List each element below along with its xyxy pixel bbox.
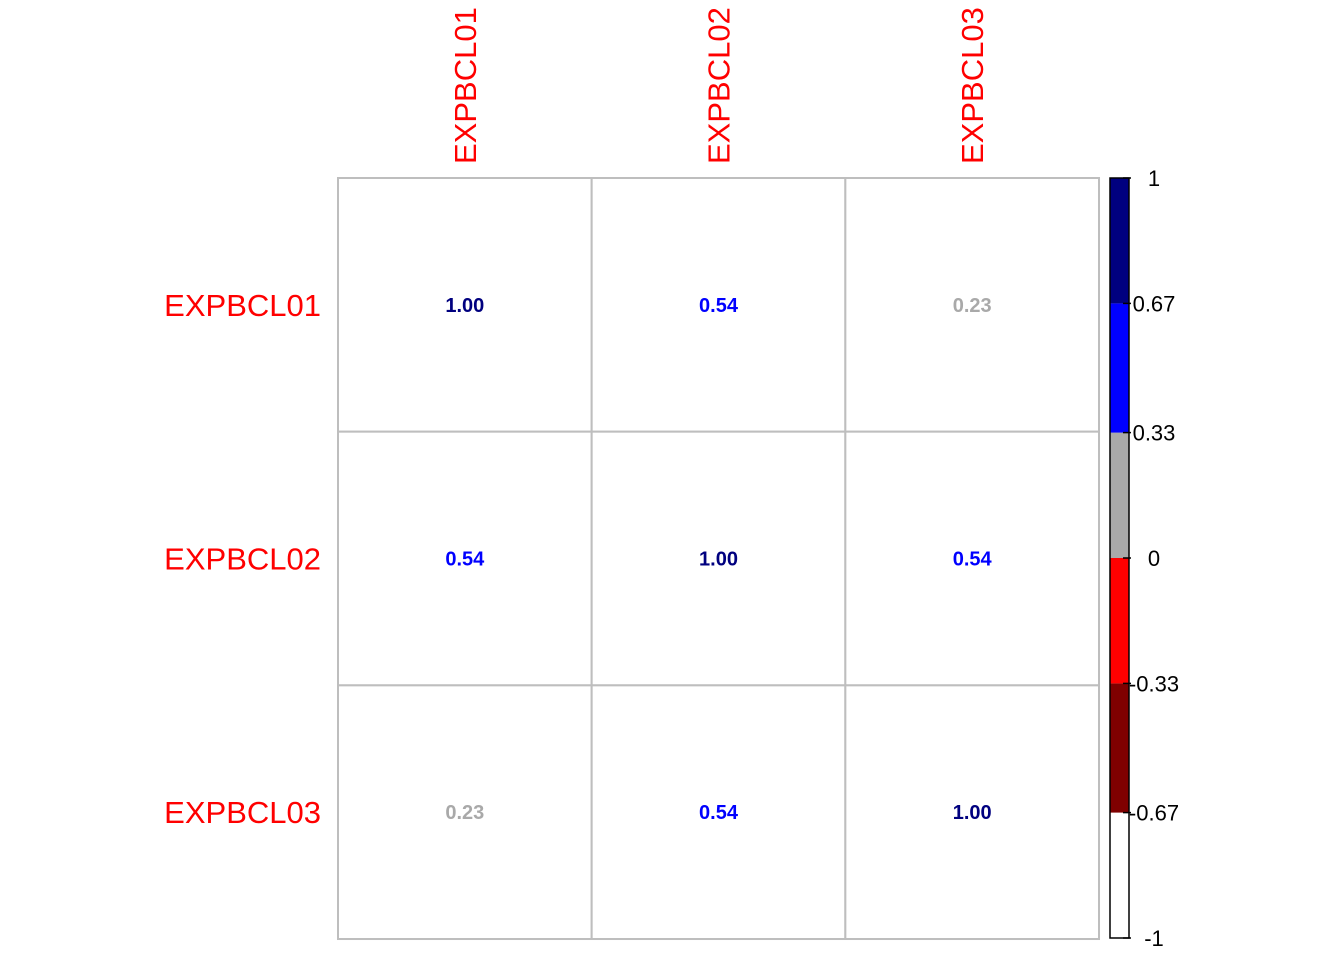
heatmap-cell (590, 430, 847, 687)
legend-color-bin (1110, 178, 1129, 304)
legend-tick-label: -1 (1144, 926, 1164, 951)
cell-value: 1.00 (445, 295, 484, 317)
cell-value: 0.54 (953, 549, 993, 571)
row-labels: EXPBCL01 EXPBCL02 EXPBCL03 (164, 288, 321, 830)
legend-tick-label: 0.67 (1133, 291, 1176, 316)
column-labels: EXPBCL01 EXPBCL02 EXPBCL03 (448, 7, 990, 164)
heatmap-cell (590, 684, 847, 941)
legend-tick-label: 1 (1148, 166, 1160, 191)
legend-tick-label: 0 (1148, 546, 1160, 571)
cell-value: 1.00 (953, 802, 992, 824)
legend-color-bin (1110, 812, 1129, 938)
legend-tick-label: -0.33 (1129, 671, 1179, 696)
cell-value: 0.23 (953, 295, 992, 317)
cell-value: 0.54 (445, 549, 485, 571)
cell-value: 0.54 (699, 802, 739, 824)
heatmap-cell (337, 684, 593, 941)
heatmap-cell (337, 177, 593, 433)
heatmap-cell (844, 684, 1101, 941)
row-label: EXPBCL01 (164, 288, 321, 323)
legend-tick-label: -0.67 (1129, 801, 1179, 826)
cell-value: 1.00 (699, 549, 738, 571)
column-label: EXPBCL01 (448, 7, 483, 164)
heatmap-cell (590, 177, 847, 433)
column-label: EXPBCL02 (702, 7, 737, 164)
cell-value: 0.54 (699, 295, 739, 317)
legend-color-bin (1110, 558, 1129, 684)
heatmap-cells: 1.00 0.54 0.23 0.54 1.00 0.54 0.23 0.54 1.00 (337, 177, 1101, 941)
cell-value: 0.23 (445, 802, 484, 824)
color-legend: 1 0.67 0.33 0 -0.33 -0.67 -1 (1109, 166, 1179, 951)
legend-tick-label: 0.33 (1133, 421, 1176, 446)
legend-color-bin (1110, 683, 1129, 813)
heatmap-cell (844, 177, 1101, 433)
legend-color-bin (1110, 303, 1129, 433)
row-label: EXPBCL02 (164, 542, 321, 577)
row-label: EXPBCL03 (164, 795, 321, 830)
heatmap-cell (844, 430, 1101, 687)
column-label: EXPBCL03 (955, 7, 990, 164)
heatmap-cell (337, 430, 593, 687)
legend-color-bin (1110, 432, 1129, 558)
